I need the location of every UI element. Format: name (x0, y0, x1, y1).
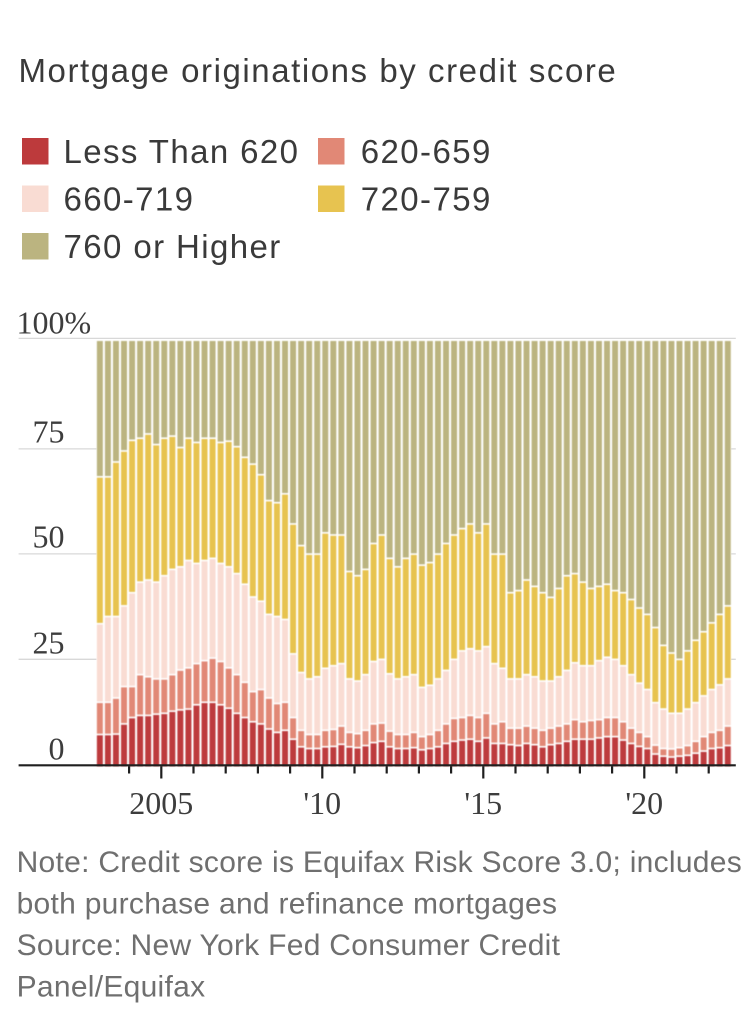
svg-text:620-659: 620-659 (361, 133, 492, 170)
svg-text:25: 25 (33, 625, 65, 661)
svg-text:0: 0 (49, 731, 65, 767)
svg-text:'20: '20 (625, 785, 663, 821)
svg-text:660-719: 660-719 (64, 180, 195, 217)
svg-text:50: 50 (33, 519, 65, 555)
svg-text:75: 75 (33, 414, 65, 450)
svg-text:Less Than 620: Less Than 620 (64, 133, 300, 170)
svg-text:'10: '10 (303, 785, 341, 821)
svg-text:2005: 2005 (129, 785, 193, 821)
svg-text:Panel/Equifax: Panel/Equifax (17, 971, 206, 1004)
svg-text:Mortgage originations by credi: Mortgage originations by credit score (19, 52, 618, 89)
svg-text:760 or Higher: 760 or Higher (64, 228, 282, 265)
svg-text:Source: New York Fed Consumer: Source: New York Fed Consumer Credit (17, 929, 561, 962)
svg-text:'15: '15 (464, 785, 502, 821)
svg-text:Note: Credit score is Equifax: Note: Credit score is Equifax Risk Score… (17, 846, 742, 879)
svg-text:720-759: 720-759 (361, 180, 492, 217)
svg-text:100: 100 (17, 305, 65, 341)
svg-text:both purchase and refinance mo: both purchase and refinance mortgages (17, 888, 558, 921)
svg-text:%: % (65, 305, 92, 341)
